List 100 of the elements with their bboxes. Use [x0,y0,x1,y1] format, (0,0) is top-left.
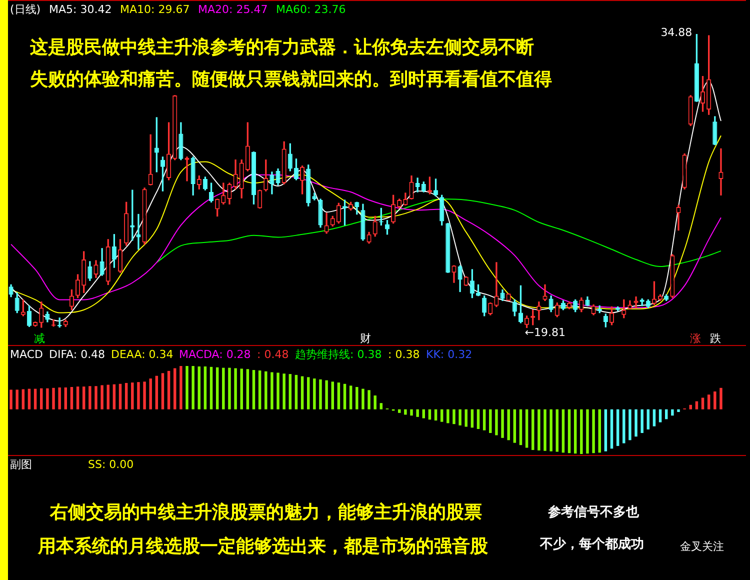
bar [470,409,474,428]
bar [689,404,692,410]
bar [507,409,510,440]
bar [319,379,322,410]
bar [22,389,25,410]
bar [240,368,243,410]
bar [671,409,674,416]
bar [325,380,328,410]
bar [556,409,558,452]
bar [356,386,358,410]
bar [192,366,194,410]
text: MA60: 23.76 [276,3,346,16]
text: MACDA: 0.28 [179,348,251,361]
bar [604,409,608,452]
bar [446,409,450,424]
bar [368,390,370,410]
bar [574,409,577,454]
bar [592,409,595,454]
annotation: 34.88 [660,26,692,39]
bar [634,409,638,437]
bar [707,394,710,410]
candlestick [136,214,141,250]
bar [216,367,219,410]
bar [598,409,601,453]
bar [161,373,164,410]
bar [337,382,340,410]
bar [124,382,128,410]
bar [100,385,104,410]
bar [331,382,334,410]
text: 用本系统的月线选股一定能够选出来，都是市场的强音股 [38,536,488,558]
bar [695,401,698,410]
bar [410,409,413,416]
bar [34,388,37,410]
bar [501,409,504,438]
bar [380,403,383,410]
bar [46,388,49,410]
bar [294,374,298,410]
bar [300,376,304,410]
bar [64,387,68,410]
bar [137,382,140,410]
bar [440,409,444,422]
bar [652,409,656,426]
bar [476,409,480,429]
bar [622,409,626,444]
bar [88,386,92,410]
annotation: 失败的体验和痛苦。随便做只票钱就回来的。到时再看看值不值得 [30,69,552,91]
bar [616,409,620,446]
text: SS: 0.00 [88,458,134,471]
bar [118,384,122,410]
bar [282,374,286,410]
bar [568,409,571,454]
text: DIFA: 0.48 [49,348,106,361]
candlestick [494,262,499,308]
bar [398,409,401,413]
bar [677,409,680,412]
bar [658,409,662,422]
bar [538,409,540,450]
text: DEAA: 0.34 [111,348,174,361]
text: MA10: 29.67 [120,3,190,16]
bar [640,409,644,434]
bar [106,384,110,410]
bar [16,390,18,410]
bar [646,409,650,430]
text: 右侧交易的中线主升浪股票的魅力，能够主升浪的股票 [50,502,482,524]
bar [374,395,376,410]
bar [94,386,98,410]
candlestick [676,204,681,231]
text: 不少，每个都成功 [540,537,644,552]
bar [70,386,74,410]
bar [495,409,498,436]
bar [422,409,426,418]
bar [270,372,274,410]
text: 趋势维持线: 0.38 [295,348,382,361]
text: KK: 0.32 [426,348,472,361]
bar [28,388,31,410]
bar [264,371,268,410]
bar [228,368,231,410]
bar [458,409,462,426]
bar [349,386,352,410]
bar [720,388,722,410]
text: 跌 [710,332,721,345]
annotation: ←19.81 [524,326,566,339]
annotation: 这是股民做中线主升浪参考的有力武器．让你免去左侧交易不断 [30,37,534,59]
text: 涨 [690,332,701,345]
bar [489,409,492,434]
bar [52,388,55,410]
bar [525,409,528,448]
bar [149,378,152,410]
bar [204,366,207,410]
bar [155,376,158,410]
text: 减 [34,332,45,345]
bar [306,377,310,410]
text: 财 [360,332,371,345]
bar [58,387,61,410]
bar [628,409,632,440]
bar [701,398,704,410]
bar [258,370,262,410]
bar [580,409,583,454]
bar [180,366,182,410]
bar [186,366,188,410]
